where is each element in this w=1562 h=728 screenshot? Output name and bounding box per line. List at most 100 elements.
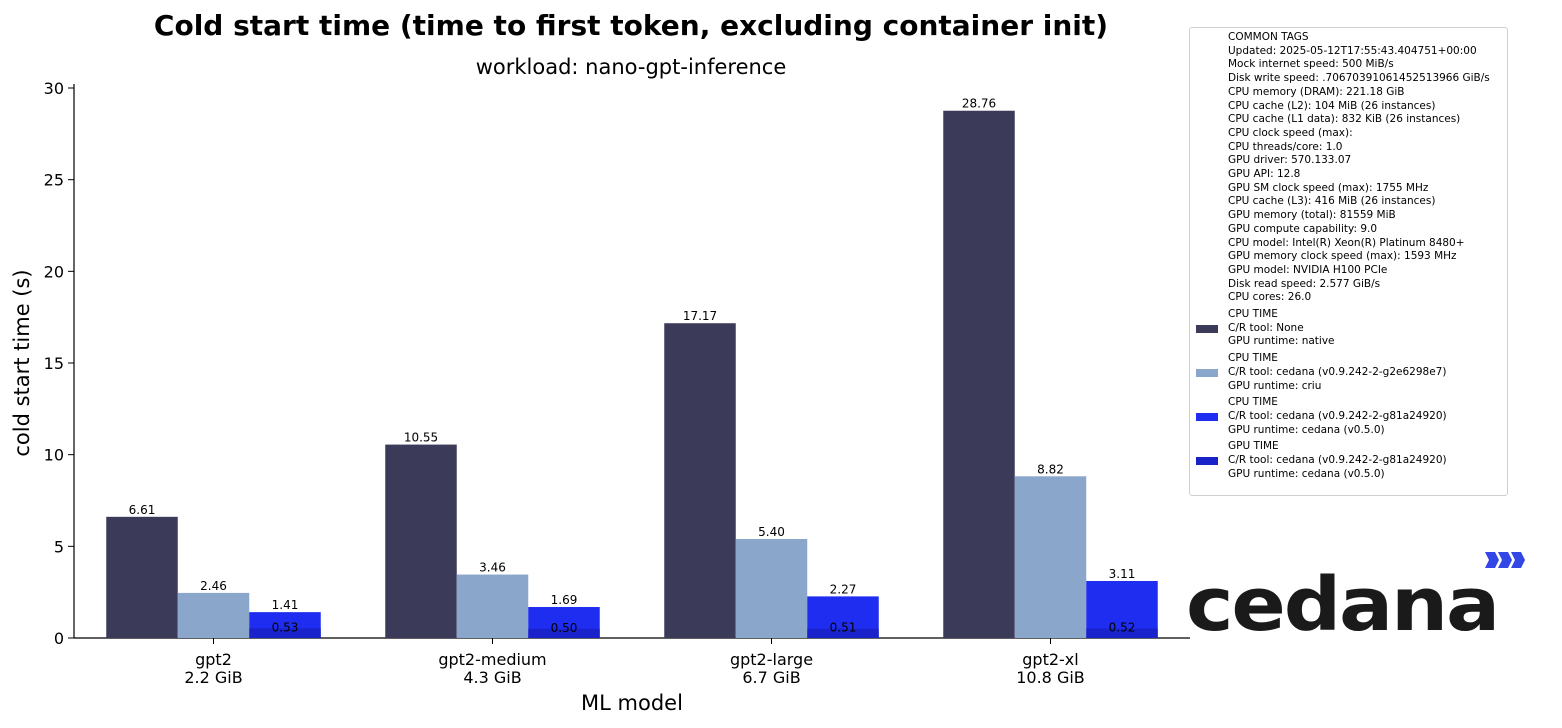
legend-swatch [1196, 368, 1218, 377]
bar-value-label: 2.46 [200, 579, 227, 593]
bar [385, 444, 457, 638]
y-tick-label: 30 [44, 79, 64, 98]
legend-entry: GPU TIME C/R tool: cedana (v0.9.242-2-g81… [1196, 440, 1503, 481]
legend-entry-line: C/R tool: None [1228, 321, 1304, 334]
common-tag-line: Updated: 2025-05-12T17:55:43.404751+00:0… [1228, 44, 1477, 57]
legend-entry-line: GPU TIME [1228, 440, 1279, 453]
x-tick-size-label: 2.2 GiB [184, 668, 242, 687]
bar-value-label: 1.41 [272, 598, 299, 612]
bar [943, 110, 1015, 638]
logo-chevron-icon [1485, 552, 1499, 568]
y-tick-label: 10 [44, 446, 64, 465]
y-tick-label: 25 [44, 171, 64, 190]
bar-value-label: 3.46 [479, 561, 506, 575]
bar-gpu-time [249, 628, 321, 638]
legend-entry: CPU TIME C/R tool: None GPU runtime: nativ… [1196, 308, 1503, 349]
common-tag-line: GPU model: NVIDIA H100 PCIe [1228, 263, 1388, 276]
bar-gpu-time [807, 628, 879, 638]
legend-entries: CPU TIME C/R tool: None GPU runtime: nativ… [1196, 308, 1503, 481]
bar [735, 539, 808, 638]
cold-start-chart: Cold start time (time to first token, ex… [10, 9, 1190, 715]
common-tag-line: GPU memory (total): 81559 MiB [1228, 209, 1396, 222]
common-tag-line: GPU SM clock speed (max): 1755 MHz [1228, 181, 1429, 194]
common-tag-line: CPU threads/core: 1.0 [1228, 140, 1343, 153]
bar-value-label: 0.51 [830, 621, 857, 635]
logo-chevron-icon [1511, 552, 1525, 568]
x-tick-label: gpt2-xl [1022, 650, 1078, 669]
bar-gpu-time [1086, 628, 1158, 638]
bar-value-label: 17.17 [683, 309, 717, 323]
common-tag-line: CPU cache (L3): 416 MiB (26 instances) [1228, 195, 1436, 208]
legend-entry-line: GPU runtime: cedana (v0.5.0) [1228, 467, 1385, 480]
bar-value-label: 2.27 [830, 582, 857, 596]
bar-value-label: 5.40 [758, 525, 785, 539]
common-tag-line: GPU compute capability: 9.0 [1228, 222, 1378, 235]
bars-layer [106, 110, 1158, 638]
x-tick-size-label: 6.7 GiB [742, 668, 800, 687]
bar-gpu-time [528, 628, 600, 638]
x-axis-label: ML model [581, 691, 683, 715]
x-tick-label: gpt2-medium [438, 650, 546, 669]
legend-entry-line: CPU TIME [1228, 352, 1278, 365]
common-tag-line: Disk write speed: .70670391061452513966 … [1228, 72, 1490, 85]
legend-entry-line: GPU runtime: criu [1228, 379, 1322, 392]
bar-value-label: 28.76 [962, 97, 996, 111]
logo-wordmark: cedana [1186, 562, 1498, 638]
bar [1014, 476, 1087, 638]
bar [456, 574, 529, 638]
common-tag-line: CPU cache (L2): 104 MiB (26 instances) [1228, 99, 1436, 112]
legend-entry-line: GPU runtime: cedana (v0.5.0) [1228, 423, 1385, 436]
legend-entry-line: CPU TIME [1228, 308, 1278, 321]
bar-value-label: 8.82 [1037, 462, 1064, 476]
common-tags-header: COMMON TAGS [1228, 31, 1309, 43]
bar-value-label: 0.53 [272, 620, 299, 634]
legend: COMMON TAGS Updated: 2025-05-12T17:55:43… [1189, 27, 1508, 496]
y-tick-label: 5 [54, 537, 64, 556]
common-tag-line: Mock internet speed: 500 MiB/s [1228, 58, 1394, 71]
bar-value-label: 0.50 [551, 621, 578, 635]
common-tag-line: CPU cache (L1 data): 832 KiB (26 instanc… [1228, 113, 1461, 126]
bar-value-label: 10.55 [404, 431, 438, 445]
bar [106, 516, 178, 638]
y-tick-label: 20 [44, 262, 64, 281]
logo-chevron-icon [1498, 552, 1512, 568]
bar-value-label: 0.52 [1109, 620, 1136, 634]
bar [664, 323, 736, 638]
bar [177, 592, 250, 638]
common-tag-line: CPU model: Intel(R) Xeon(R) Platinum 848… [1228, 236, 1465, 249]
legend-entry-line: C/R tool: cedana (v0.9.242-2-g81a24920) [1228, 409, 1447, 422]
legend-swatch [1196, 456, 1218, 465]
bar-labels-layer: 6.61 2.46 1.41 0.53 10.55 3.46 1.69 0.50 17.17 5.… [129, 97, 1136, 635]
chart-subtitle: workload: nano-gpt-inference [476, 55, 787, 79]
bar-value-label: 1.69 [551, 593, 578, 607]
common-tag-line: GPU memory clock speed (max): 1593 MHz [1228, 250, 1457, 263]
y-axis-label: cold start time (s) [10, 269, 34, 456]
x-tick-size-label: 10.8 GiB [1016, 668, 1085, 687]
legend-entry-line: C/R tool: cedana (v0.9.242-2-g2e6298e7) [1228, 365, 1447, 378]
bar-value-label: 3.11 [1109, 567, 1136, 581]
legend-entry-line: GPU runtime: native [1228, 335, 1335, 348]
legend-entry-line: CPU TIME [1228, 396, 1278, 409]
legend-swatch [1196, 412, 1218, 421]
logo-chevrons-icon [1485, 552, 1525, 568]
common-tags-block: COMMON TAGS Updated: 2025-05-12T17:55:43… [1196, 31, 1503, 305]
legend-entry: CPU TIME C/R tool: cedana (v0.9.242-2-g2e… [1196, 352, 1503, 393]
legend-entry-line: C/R tool: cedana (v0.9.242-2-g81a24920) [1228, 454, 1447, 467]
legend-swatch [1196, 324, 1218, 333]
chart-title: Cold start time (time to first token, ex… [154, 9, 1108, 42]
y-tick-label: 0 [54, 629, 64, 648]
y-tick-label: 15 [44, 354, 64, 373]
x-tick-label: gpt2-large [730, 650, 813, 669]
cedana-logo: cedana [1186, 552, 1525, 638]
bar-value-label: 6.61 [129, 503, 156, 517]
common-tag-line: Disk read speed: 2.577 GiB/s [1228, 277, 1381, 290]
common-tags-list: Updated: 2025-05-12T17:55:43.404751+00:0… [1228, 45, 1503, 305]
x-tick-size-label: 4.3 GiB [463, 668, 521, 687]
x-tick-label: gpt2 [195, 650, 232, 669]
common-tag-line: CPU cores: 26.0 [1228, 291, 1312, 304]
common-tag-line: GPU driver: 570.133.07 [1228, 154, 1352, 167]
common-tag-line: GPU API: 12.8 [1228, 168, 1301, 181]
common-tag-line: CPU clock speed (max): [1228, 126, 1353, 139]
common-tag-line: CPU memory (DRAM): 221.18 GiB [1228, 85, 1405, 98]
